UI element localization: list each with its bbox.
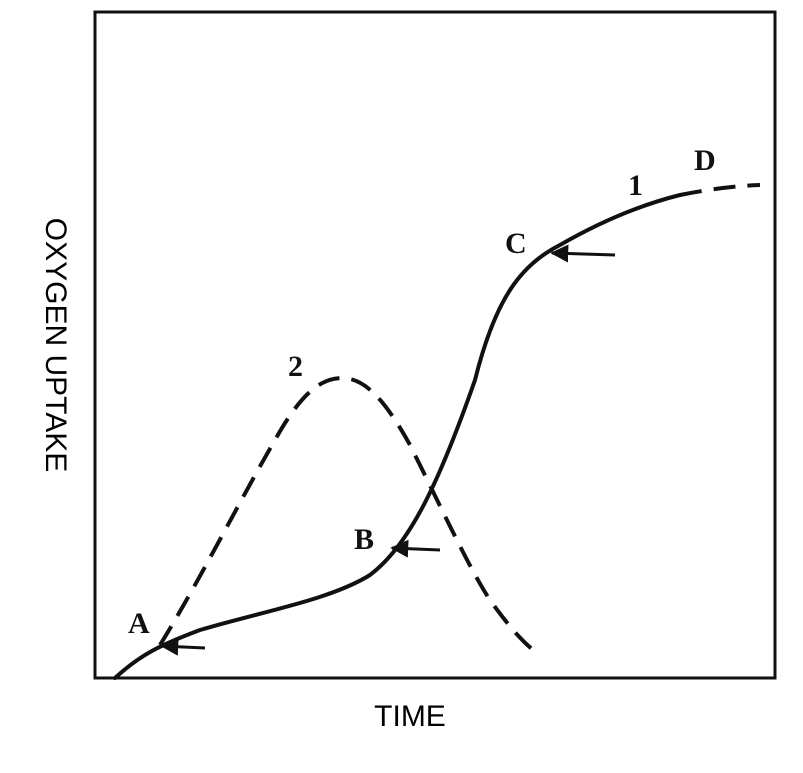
- curve-2: [158, 375, 542, 657]
- arrow-b: [390, 539, 441, 558]
- y-axis-label: OXYGEN UPTAKE: [39, 218, 72, 473]
- curve-label: 2: [288, 350, 303, 383]
- plot-frame: [93, 10, 777, 680]
- point-label: D: [694, 144, 716, 177]
- arrow-c: [550, 244, 616, 263]
- point-label: C: [505, 227, 527, 260]
- curve-label: 1: [628, 169, 643, 202]
- point-label: A: [128, 607, 150, 640]
- arrow-a: [160, 637, 206, 656]
- curve-1: [113, 193, 682, 680]
- curve-1-extension: [679, 183, 761, 197]
- point-label: B: [354, 523, 374, 556]
- x-axis-label: TIME: [374, 700, 446, 733]
